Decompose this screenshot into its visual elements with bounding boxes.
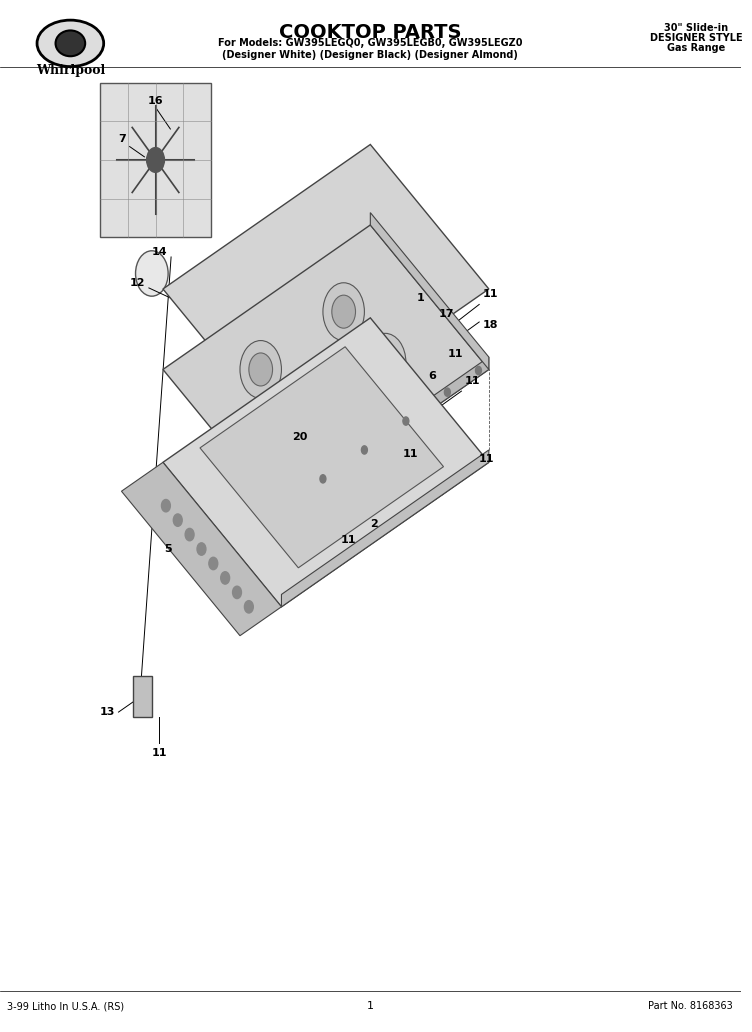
Text: 3-99 Litho In U.S.A. (RS): 3-99 Litho In U.S.A. (RS) [8, 1001, 125, 1011]
Text: 11: 11 [151, 748, 167, 759]
Circle shape [444, 388, 450, 396]
Text: 20: 20 [293, 432, 308, 443]
Circle shape [162, 499, 171, 512]
Text: 14: 14 [152, 247, 168, 257]
Text: 11: 11 [478, 454, 494, 464]
Polygon shape [370, 213, 489, 369]
Text: DESIGNER STYLE: DESIGNER STYLE [650, 33, 742, 43]
Text: 16: 16 [147, 96, 163, 106]
Text: 11: 11 [447, 349, 462, 359]
Text: 30" Slide-in: 30" Slide-in [664, 23, 728, 33]
Circle shape [147, 148, 165, 172]
Polygon shape [281, 450, 489, 607]
Polygon shape [163, 318, 489, 607]
Circle shape [403, 417, 409, 425]
Text: 18: 18 [483, 320, 499, 330]
Text: 11: 11 [341, 535, 356, 545]
Text: 11: 11 [483, 289, 499, 299]
Circle shape [290, 404, 314, 437]
Text: 13: 13 [99, 707, 115, 717]
Text: 2: 2 [370, 519, 378, 529]
Text: Whirlpool: Whirlpool [36, 64, 105, 77]
Text: 1: 1 [367, 1001, 374, 1011]
Circle shape [197, 543, 206, 555]
Polygon shape [163, 225, 489, 514]
Ellipse shape [37, 21, 104, 67]
Circle shape [332, 295, 356, 328]
Text: COOKTOP PARTS: COOKTOP PARTS [279, 23, 462, 41]
Circle shape [173, 514, 182, 526]
Polygon shape [122, 462, 281, 636]
Text: 7: 7 [118, 134, 126, 144]
Text: 12: 12 [129, 278, 145, 288]
Bar [100, 83, 211, 237]
Circle shape [185, 528, 194, 541]
Circle shape [221, 572, 229, 584]
Text: Gas Range: Gas Range [667, 43, 726, 54]
Text: 5: 5 [164, 544, 172, 554]
Text: 1: 1 [417, 293, 424, 303]
Polygon shape [281, 357, 489, 514]
Circle shape [362, 446, 368, 454]
Text: For Models: GW395LEGQ0, GW395LEGB0, GW395LEGZ0: For Models: GW395LEGQ0, GW395LEGB0, GW39… [218, 38, 523, 49]
Circle shape [240, 341, 281, 398]
Circle shape [281, 391, 323, 449]
Text: Part No. 8168363: Part No. 8168363 [648, 1001, 733, 1011]
Circle shape [209, 557, 218, 570]
Circle shape [320, 475, 326, 483]
Text: 17: 17 [438, 309, 454, 319]
Polygon shape [163, 144, 489, 433]
Polygon shape [200, 347, 444, 568]
Circle shape [323, 283, 365, 341]
Bar [133, 676, 152, 717]
Ellipse shape [56, 31, 85, 57]
Circle shape [365, 333, 406, 391]
Circle shape [249, 353, 272, 386]
Text: 6: 6 [428, 370, 436, 381]
Circle shape [244, 601, 253, 613]
Text: 11: 11 [465, 376, 481, 386]
Circle shape [373, 346, 397, 379]
Circle shape [135, 251, 168, 296]
Text: 11: 11 [403, 449, 418, 459]
Circle shape [232, 586, 241, 599]
Text: (Designer White) (Designer Black) (Designer Almond): (Designer White) (Designer Black) (Desig… [223, 50, 518, 60]
Circle shape [475, 366, 481, 375]
